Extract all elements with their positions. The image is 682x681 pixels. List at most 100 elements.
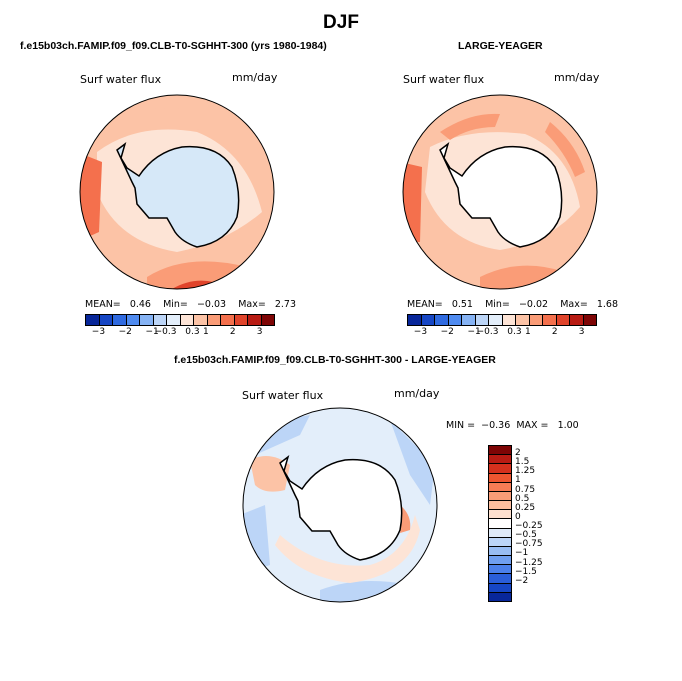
colorbar-swatch <box>489 455 511 465</box>
colorbar-tick-label: −1 <box>145 327 159 337</box>
panel3-units-label: mm/day <box>394 387 440 400</box>
colorbar-tick-label: −1 <box>515 548 529 559</box>
colorbar-swatch <box>221 315 235 325</box>
panel2-colorbar-ticks: −3 −2 −1 −0.3 0.3 1 2 3 <box>407 327 595 339</box>
colorbar-swatch <box>516 315 530 325</box>
colorbar-swatch <box>489 556 511 566</box>
colorbar-tick-label: −1.5 <box>515 566 537 577</box>
panel2-units-label: mm/day <box>554 71 600 84</box>
colorbar-swatch <box>529 315 543 325</box>
colorbar-swatch <box>167 315 181 325</box>
panel3-stats: MIN = −0.36 MAX = 1.00 <box>446 420 579 431</box>
colorbar-swatch <box>489 565 511 575</box>
colorbar-swatch <box>180 315 194 325</box>
colorbar-tick-label: 0.3 <box>185 327 200 337</box>
panel1-units-label: mm/day <box>232 71 278 84</box>
colorbar-swatch <box>489 491 511 502</box>
colorbar-tick-label: 0.25 <box>515 502 536 513</box>
colorbar-swatch <box>489 315 503 325</box>
panel3-antarctica <box>279 455 403 561</box>
colorbar-swatch <box>489 473 511 483</box>
colorbar-swatch <box>583 315 596 325</box>
panel1-antarctica <box>116 142 240 248</box>
colorbar-swatch <box>261 315 274 325</box>
colorbar-tick-label: 2 <box>551 327 558 337</box>
panel1-map <box>79 94 275 290</box>
colorbar-swatch <box>140 315 154 325</box>
colorbar-swatch <box>543 315 557 325</box>
colorbar-tick-label: −0.3 <box>154 327 177 337</box>
colorbar-swatch <box>99 315 113 325</box>
colorbar-swatch <box>489 446 511 456</box>
colorbar-tick-label: 2 <box>515 448 521 459</box>
colorbar-swatch <box>489 537 511 547</box>
colorbar-tick-label: 1 <box>524 327 531 337</box>
panel2-map <box>402 94 598 290</box>
colorbar-tick-label: −1.25 <box>515 557 543 568</box>
colorbar-swatch <box>489 482 511 492</box>
colorbar-tick-label: −2 <box>118 327 132 337</box>
colorbar-swatch <box>248 315 262 325</box>
colorbar-swatch <box>489 528 511 538</box>
panel2-antarctica <box>439 142 563 248</box>
colorbar-swatch <box>489 510 511 520</box>
colorbar-swatch <box>556 315 570 325</box>
colorbar-swatch <box>462 315 476 325</box>
colorbar-tick-label: 2 <box>229 327 236 337</box>
panel1-case-label: f.e15b03ch.FAMIP.f09_f09.CLB-T0-SGHHT-30… <box>20 40 327 52</box>
panel1-colorbar-ticks: −3 −2 −1 −0.3 0.3 1 2 3 <box>85 327 273 339</box>
colorbar-tick-label: 0.75 <box>515 484 536 495</box>
colorbar-tick-label: −2 <box>515 575 529 586</box>
panel2-colorbar <box>407 314 597 326</box>
panel3-variable-label: Surf water flux <box>242 389 324 402</box>
colorbar-tick-label: 3 <box>256 327 263 337</box>
panel1-stats: MEAN= 0.46 Min= −0.03 Max= 2.73 <box>85 299 297 310</box>
colorbar-swatch <box>207 315 221 325</box>
panel2-case-label: LARGE-YEAGER <box>458 40 543 52</box>
colorbar-tick-label: −0.5 <box>515 530 537 541</box>
colorbar-swatch <box>435 315 449 325</box>
difference-colorbar <box>488 445 512 602</box>
page-title: DJF <box>323 12 359 33</box>
colorbar-tick-label: −3 <box>413 327 428 337</box>
colorbar-tick-label: 1 <box>202 327 209 337</box>
colorbar-swatch <box>153 315 167 325</box>
colorbar-swatch <box>86 315 100 325</box>
colorbar-swatch <box>113 315 127 325</box>
panel1-colorbar <box>85 314 275 326</box>
colorbar-swatch <box>489 519 511 529</box>
colorbar-tick-label: −0.75 <box>515 539 543 550</box>
colorbar-swatch <box>421 315 435 325</box>
colorbar-tick-label: 1.25 <box>515 466 536 477</box>
colorbar-tick-label: −3 <box>91 327 106 337</box>
colorbar-tick-label: 1.5 <box>515 457 530 468</box>
colorbar-tick-label: −1 <box>467 327 481 337</box>
colorbar-swatch <box>126 315 140 325</box>
colorbar-tick-label: 0.5 <box>515 493 530 504</box>
difference-colorbar-ticks: 2 1.5 1.25 1 0.75 0.5 0.25 0 −0.25 −0.5 −0.75 −1 −1.… <box>515 445 565 600</box>
panel1-variable-label: Surf water flux <box>80 73 162 86</box>
colorbar-tick-label: −0.3 <box>476 327 499 337</box>
panel3-map <box>242 407 438 603</box>
colorbar-swatch <box>489 592 511 601</box>
colorbar-tick-label: 3 <box>578 327 585 337</box>
panel2-stats: MEAN= 0.51 Min= −0.02 Max= 1.68 <box>407 299 619 310</box>
colorbar-swatch <box>448 315 462 325</box>
colorbar-swatch <box>489 574 511 584</box>
colorbar-tick-label: −0.25 <box>515 521 543 532</box>
panel2-variable-label: Surf water flux <box>403 73 485 86</box>
colorbar-swatch <box>194 315 208 325</box>
colorbar-swatch <box>475 315 489 325</box>
colorbar-tick-label: −2 <box>440 327 454 337</box>
colorbar-swatch <box>489 501 511 511</box>
colorbar-swatch <box>570 315 584 325</box>
colorbar-swatch <box>234 315 248 325</box>
colorbar-swatch <box>489 464 511 474</box>
colorbar-tick-label: 0 <box>515 511 521 522</box>
colorbar-swatch <box>489 583 511 593</box>
colorbar-tick-label: 0.3 <box>507 327 522 337</box>
panel3-case-label: f.e15b03ch.FAMIP.f09_f09.CLB-T0-SGHHT-30… <box>174 354 496 366</box>
colorbar-swatch <box>502 315 516 325</box>
colorbar-swatch <box>489 546 511 557</box>
colorbar-swatch <box>408 315 422 325</box>
